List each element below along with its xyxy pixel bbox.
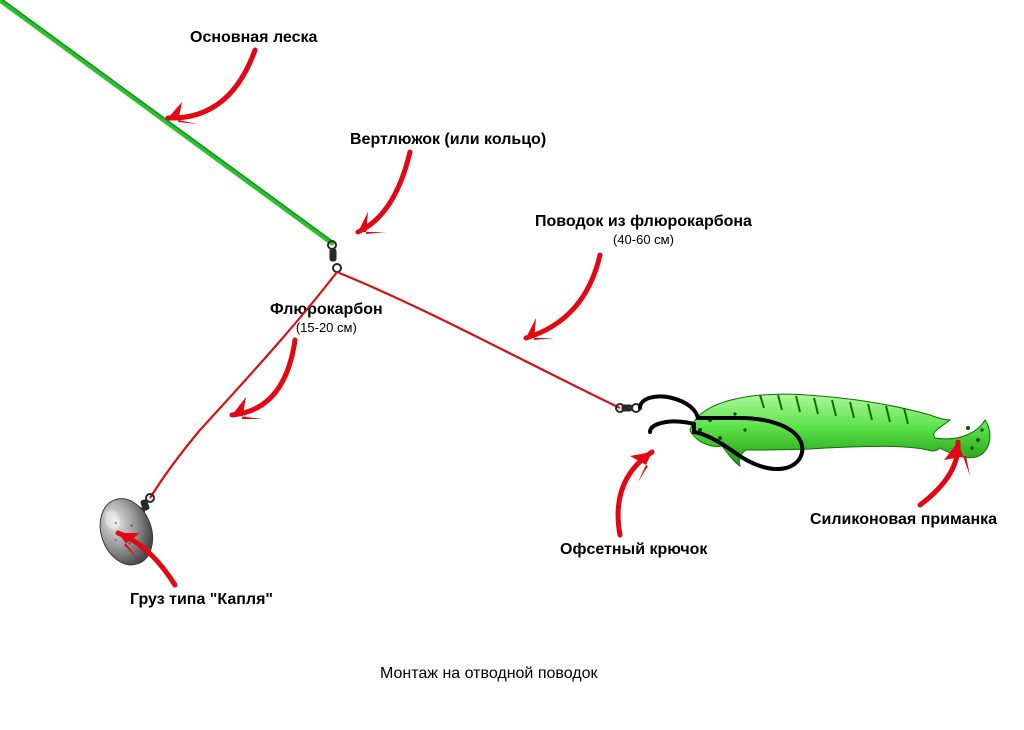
swivel-sinker [135, 494, 154, 517]
label-fluoro-drop-sub: (15-20 см) [270, 320, 383, 336]
diagram-title: Монтаж на отводной поводок [380, 665, 597, 683]
soft-lure [690, 394, 990, 466]
label-main-line: Основная леска [190, 28, 317, 48]
label-fluoro-leader-text: Поводок из флюрокарбона [535, 213, 752, 230]
label-lure: Силиконовая приманка [810, 510, 997, 530]
label-fluoro-drop: Флюрокарбон (15-20 см) [270, 300, 383, 336]
label-fluoro-drop-text: Флюрокарбон [270, 301, 383, 318]
fluoro-leader-line [337, 272, 620, 408]
label-hook: Офсетный крючок [560, 540, 707, 560]
sinker [91, 491, 161, 572]
label-swivel: Вертлюжок (или кольцо) [350, 130, 546, 150]
label-fluoro-leader-sub: (40-60 см) [535, 232, 752, 248]
offset-hook [640, 396, 802, 469]
swivel-hook [616, 404, 640, 412]
diagram-canvas [0, 0, 1024, 730]
label-fluoro-leader: Поводок из флюрокарбона (40-60 см) [535, 212, 752, 248]
swivel-top [328, 241, 341, 272]
label-sinker: Груз типа "Капля" [130, 590, 273, 610]
